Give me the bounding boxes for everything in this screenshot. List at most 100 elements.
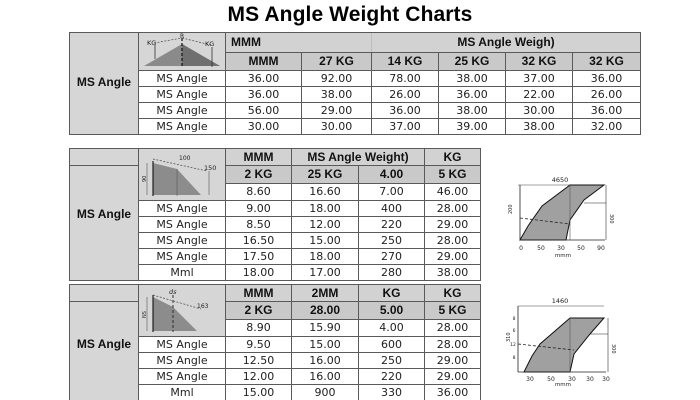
table-cell: 36.00 [438,86,506,103]
table-cell: 280 [357,264,426,281]
side-header-blank-2 [69,165,139,184]
table-cell: 29.00 [424,216,482,233]
table-cell: 7.00 [357,182,426,202]
table-cell: 38.00 [438,102,506,119]
table-cell: 330 [358,384,425,400]
table-cell: 900 [291,384,359,400]
dimension-diagram-1: 4650 200 300 0 50 30 50 90 mmm [508,176,614,259]
angle-diagram-cell: 100 150 90 [138,148,226,201]
column-header: 2 KG [225,301,292,320]
row-group-label: MS Angle [69,336,139,400]
table-cell: 8.60 [225,182,292,202]
row-label: MS Angle [138,248,226,265]
table-cell: 4.00 [358,318,425,338]
table-cell: 38.00 [424,264,482,281]
table-cell: 29.00 [424,368,481,385]
table-cell: 15.00 [225,384,292,400]
side-header-blank [69,32,139,53]
group-header-2mm: 2MM [291,283,359,303]
side-header-blank-2 [69,301,139,320]
column-header: 32 KG [571,51,642,72]
table-cell: 92.00 [301,70,372,87]
table-cell: 15.00 [291,336,359,353]
table-cell: 39.00 [438,118,506,135]
table-cell: 250 [358,352,425,369]
svg-text:R: R [180,33,184,40]
column-header: 2 KG [225,165,292,184]
row-label: MS Angle [138,336,226,353]
table-cell: 17.00 [291,264,359,281]
angle-weight-table-2: 100 150 90 MMM MS Angle Weight) KG 2 KG … [69,147,482,281]
table-cell: 28.00 [424,318,481,338]
svg-text:KG: KG [147,39,156,47]
svg-text:ds: ds [169,288,177,296]
table-cell: 28.00 [424,336,481,353]
table-cell: 30.00 [225,118,302,135]
row-group-label: MS Angle [69,70,139,135]
group-header-mmm: MMM [225,147,292,167]
column-header: 28.00 [291,301,359,320]
svg-text:90: 90 [597,245,605,252]
table-cell: 16.00 [291,352,359,369]
table-cell: 22.00 [505,86,573,103]
svg-text:KG: KG [205,40,214,48]
table-cell: 15.00 [291,232,359,249]
row-label: MS Angle [138,102,226,119]
table-cell: 36.00 [225,86,302,103]
table-cell: 36.00 [371,102,439,119]
table-cell: 32.00 [571,118,642,135]
group-header-spacer [301,32,372,53]
svg-text:30: 30 [586,376,594,383]
table-cell: 9.00 [225,200,292,217]
svg-text:NS: NS [142,311,148,318]
row-label: MS Angle [138,70,226,87]
svg-text:12: 12 [510,342,516,348]
group-header-kg-2: KG [424,283,481,303]
row-label: MS Angle [138,200,226,217]
table-cell: 30.00 [301,118,372,135]
equal-angle-diagram-icon: KG R KG [144,33,220,67]
column-header: 25 KG [438,51,506,72]
table-cell: 18.00 [291,248,359,265]
table-cell: 9.50 [225,336,292,353]
svg-text:mmm: mmm [555,253,571,259]
table-cell: 29.00 [424,248,482,265]
svg-text:150: 150 [204,164,216,172]
table-cell: 37.00 [371,118,439,135]
svg-text:310: 310 [506,332,512,342]
table-cell: 400 [357,200,426,217]
column-header: MMM [225,51,302,72]
row-label: MS Angle [138,368,226,385]
column-header: 27 KG [301,51,372,72]
table-cell: 16.00 [291,368,359,385]
group-header-weight: MS Angle Weight) [290,147,426,167]
table-cell: 16.60 [291,182,359,202]
svg-text:1460: 1460 [552,297,569,305]
page-title: MS Angle Weight Charts [227,3,473,26]
svg-text:50: 50 [537,245,545,252]
svg-text:200: 200 [508,204,514,214]
svg-text:30: 30 [557,245,565,252]
column-header: 14 KG [371,51,439,72]
table-cell: 600 [358,336,425,353]
column-header: 32 KG [505,51,573,72]
table-cell: 12.00 [225,368,292,385]
row-label: Mml [138,264,226,281]
table-cell: 38.00 [505,118,573,135]
table-cell: 18.00 [291,200,359,217]
row-label: MS Angle [138,232,226,249]
svg-text:163: 163 [197,303,209,310]
svg-text:100: 100 [179,155,191,162]
row-label: MS Angle [138,216,226,233]
side-blank [69,183,139,201]
side-header-blank-2 [69,52,139,71]
angle-diagram-cell: ds 163 NS [138,284,226,337]
table-cell: 15.90 [291,318,359,338]
group-header-weight: MS Angle Weigh) [370,32,642,53]
column-header: 5 KG [424,165,482,184]
column-header: 4.00 [357,165,426,184]
svg-text:300: 300 [608,214,614,224]
table-cell: 30.00 [505,102,573,119]
table-cell: 36.00 [571,70,642,87]
group-header-mmm: MMM [225,32,302,53]
